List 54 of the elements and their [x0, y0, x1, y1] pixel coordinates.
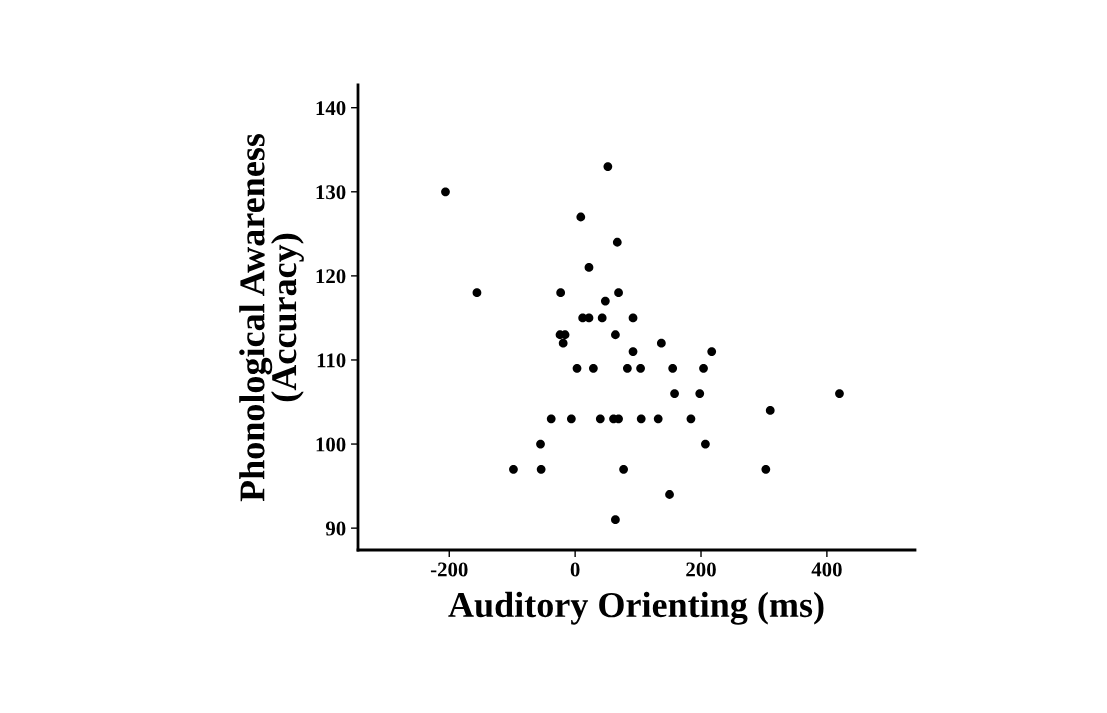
point: [572, 363, 582, 373]
point: [622, 363, 632, 373]
point: [611, 515, 620, 525]
point: [619, 464, 628, 474]
point: [761, 464, 771, 474]
point: [536, 439, 545, 449]
point: [628, 347, 638, 356]
point: [707, 347, 717, 356]
y-tick-label: 140: [316, 101, 346, 116]
point: [665, 490, 674, 499]
point: [656, 338, 666, 348]
point: [628, 313, 638, 323]
point: [595, 414, 605, 424]
point: [576, 212, 586, 222]
point: [536, 464, 546, 474]
point: [670, 389, 679, 398]
point: [695, 389, 705, 398]
point: [584, 313, 594, 323]
y-tick-label: 100: [316, 437, 346, 452]
point: [566, 414, 576, 424]
point: [597, 313, 607, 323]
point: [546, 414, 556, 424]
point: [668, 363, 678, 373]
point: [612, 237, 622, 247]
y-tick-label: 130: [316, 185, 346, 200]
point: [614, 414, 623, 424]
point: [600, 296, 610, 306]
y-axis-title: Phonological Awareness (Accuracy): [239, 133, 304, 502]
point: [636, 414, 646, 424]
point: [558, 338, 568, 348]
point: [614, 288, 623, 298]
point: [611, 330, 620, 340]
point: [699, 363, 708, 373]
x-axis-title: Auditory Orienting (ms): [448, 591, 824, 625]
y-tick-label: 110: [317, 353, 346, 368]
x-tick-label: 0: [570, 562, 580, 577]
point: [589, 363, 598, 373]
x-tick-label: -200: [430, 562, 468, 577]
point: [653, 414, 663, 424]
point: [701, 439, 710, 449]
x-tick-label: 200: [686, 562, 716, 577]
point: [441, 187, 450, 197]
point: [686, 414, 696, 424]
y-tick-label: 90: [325, 521, 346, 536]
point: [603, 162, 613, 171]
point: [765, 406, 775, 415]
x-tick-label: 400: [811, 562, 842, 577]
point: [636, 363, 645, 373]
point: [835, 389, 844, 398]
point: [556, 288, 566, 298]
y-tick-label: 120: [316, 269, 346, 284]
point: [584, 263, 594, 272]
point: [509, 464, 518, 474]
point: [472, 288, 482, 298]
